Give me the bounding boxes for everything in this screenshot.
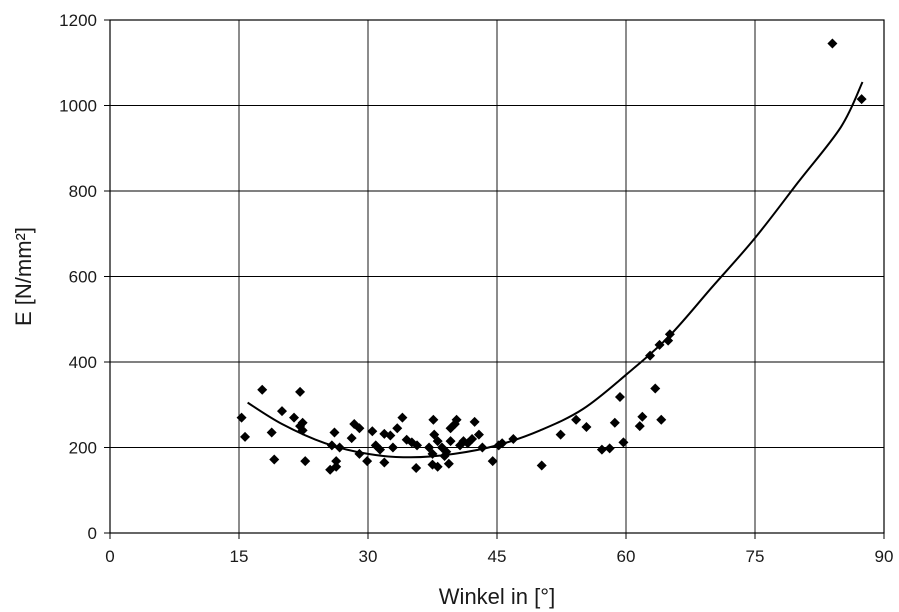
data-point [634, 421, 645, 432]
data-point [297, 417, 308, 428]
data-point [387, 442, 398, 453]
data-points [236, 38, 867, 475]
data-point [331, 461, 342, 472]
y-tick-label: 1200 [59, 11, 97, 30]
x-tick-label: 30 [359, 547, 378, 566]
x-tick-label: 0 [105, 547, 114, 566]
data-point [257, 384, 268, 395]
data-point [536, 460, 547, 471]
data-point [326, 440, 337, 451]
data-point [596, 444, 607, 455]
data-point [329, 427, 340, 438]
data-point [441, 446, 452, 457]
x-tick-label: 60 [617, 547, 636, 566]
data-point [571, 414, 582, 425]
data-point [827, 38, 838, 49]
data-point [379, 457, 390, 468]
x-tick-label: 15 [230, 547, 249, 566]
data-point [367, 426, 378, 437]
y-tick-label: 0 [88, 524, 97, 543]
data-point [487, 456, 498, 467]
data-point [354, 448, 365, 459]
x-tick-label: 90 [875, 547, 894, 566]
data-point [297, 425, 308, 436]
trendline [247, 81, 864, 459]
y-tick-label: 400 [69, 353, 97, 372]
x-axis-title: Winkel in [°] [439, 584, 555, 609]
data-point [473, 429, 484, 440]
data-point [385, 430, 396, 441]
data-point [277, 406, 287, 417]
data-point [392, 423, 403, 434]
data-point [467, 433, 478, 444]
data-point [443, 458, 454, 469]
data-point [654, 339, 665, 350]
data-point [236, 412, 247, 423]
data-point [445, 436, 456, 447]
data-point [432, 461, 443, 472]
data-point [508, 433, 519, 444]
data-point [604, 443, 615, 454]
data-point [354, 423, 365, 434]
data-point [334, 442, 345, 453]
y-axis-title: E [N/mm²] [11, 227, 36, 326]
data-point [240, 431, 251, 442]
data-point [614, 392, 625, 403]
data-point [427, 448, 438, 459]
data-point [856, 94, 867, 105]
data-point [469, 416, 480, 427]
data-point [645, 350, 656, 361]
data-point [555, 429, 566, 440]
data-point [331, 456, 342, 467]
data-point [397, 412, 408, 423]
data-point [650, 383, 661, 394]
y-tick-label: 1000 [59, 97, 97, 116]
data-point [346, 433, 357, 444]
data-point [451, 414, 462, 425]
data-point [664, 329, 675, 340]
data-point [656, 414, 667, 425]
y-tick-label: 200 [69, 439, 97, 458]
data-point [637, 411, 648, 422]
data-point [295, 386, 306, 397]
data-point [581, 421, 592, 432]
x-tick-label: 45 [488, 547, 507, 566]
trendline-layer [247, 81, 864, 459]
tick-labels: 0 15 30 45 60 75 90 0 200 400 600 800 1000 1200 [59, 11, 893, 566]
data-point [266, 427, 277, 438]
data-point [618, 437, 629, 448]
data-point [375, 444, 386, 455]
data-point [411, 463, 422, 474]
x-tick-label: 75 [746, 547, 765, 566]
data-point [412, 440, 423, 451]
data-point [609, 417, 620, 428]
data-point [497, 438, 508, 449]
data-point [477, 442, 488, 453]
data-point [289, 412, 300, 423]
y-tick-label: 800 [69, 182, 97, 201]
data-point [428, 414, 439, 425]
axis-ticks [104, 19, 885, 539]
y-tick-label: 600 [69, 268, 97, 287]
data-point [300, 456, 311, 467]
data-point [269, 454, 280, 465]
data-point [432, 436, 443, 447]
data-point [362, 456, 373, 467]
